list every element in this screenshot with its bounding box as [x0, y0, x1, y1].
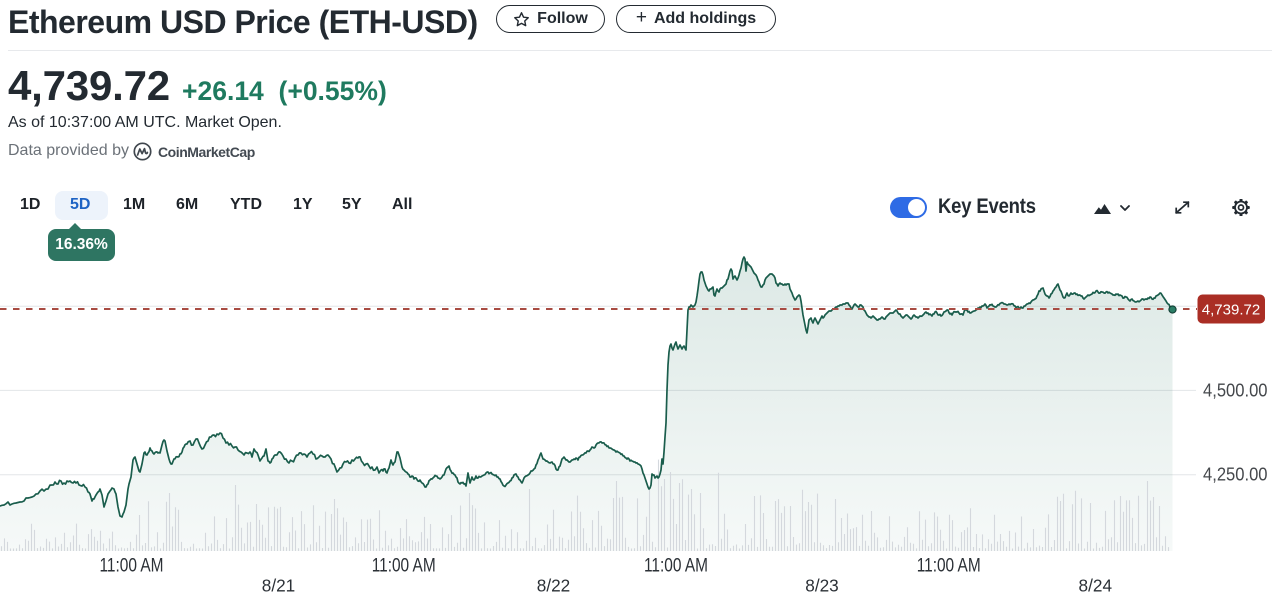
- svg-text:4,250.00: 4,250.00: [1203, 464, 1268, 485]
- svg-text:11:00 AM: 11:00 AM: [372, 556, 436, 577]
- svg-text:11:00 AM: 11:00 AM: [644, 556, 708, 577]
- svg-text:8/24: 8/24: [1079, 576, 1113, 596]
- svg-text:8/23: 8/23: [805, 576, 839, 596]
- svg-text:4,500.00: 4,500.00: [1203, 379, 1268, 400]
- svg-text:11:00 AM: 11:00 AM: [917, 556, 981, 577]
- svg-text:11:00 AM: 11:00 AM: [100, 556, 164, 577]
- svg-text:4,739.72: 4,739.72: [1202, 302, 1260, 319]
- svg-text:8/22: 8/22: [537, 576, 571, 596]
- svg-text:8/21: 8/21: [262, 576, 296, 596]
